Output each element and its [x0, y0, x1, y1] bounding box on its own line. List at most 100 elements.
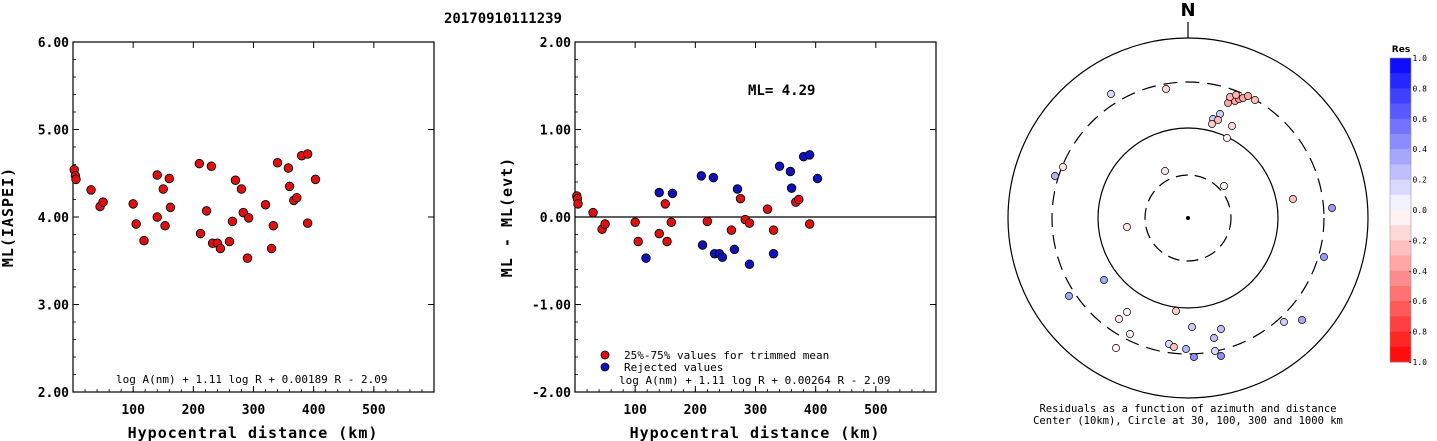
data-point [732, 184, 743, 194]
data-point [633, 236, 643, 247]
data-point [292, 193, 302, 203]
data-point [774, 161, 785, 171]
data-point [744, 259, 755, 269]
data-point [717, 252, 728, 262]
panel-ml: 100 200 300 400 500 2.00 3.00 4.00 5.00 6.00 log… [0, 36, 435, 441]
colorbar-cells [1389, 57, 1412, 363]
colorbar-cell [1390, 164, 1411, 181]
colorbar: Res 1.0 0.8 0.6 0.4 0.2 0.0 -0.2 -0.4 -0.6 -0.8 -1… [1389, 45, 1427, 367]
data-point [662, 236, 672, 247]
polar-point [1170, 343, 1178, 351]
data-point [243, 213, 254, 223]
data-point [302, 218, 313, 228]
data-point [165, 202, 176, 213]
polar-point [1217, 325, 1225, 333]
colorbar-cell [1390, 194, 1411, 211]
colorbar-cell [1390, 225, 1411, 241]
colorbar-tick-label: 0.8 [1413, 84, 1428, 93]
colorbar-cell [1390, 103, 1411, 120]
data-point [794, 194, 804, 205]
data-point [283, 163, 294, 173]
x-tick-label: 400 [302, 403, 326, 418]
data-point [735, 193, 746, 204]
ring-100km [1097, 127, 1279, 309]
data-point [573, 199, 583, 209]
y-tick-label: 2.00 [38, 386, 69, 401]
x-tick-label: 300 [242, 403, 266, 418]
formula-2: log A(nm) + 1.11 log R + 0.00264 R - 2.0… [619, 374, 891, 387]
polar-point [1320, 253, 1328, 261]
data-point [744, 218, 755, 228]
data-point [804, 219, 815, 229]
x-tick-label: 500 [362, 403, 386, 418]
colorbar-tick-label: -0.8 [1408, 328, 1427, 337]
colorbar-tick-label: 1.0 [1413, 54, 1428, 63]
data-point [654, 228, 664, 239]
polar-point [1182, 345, 1190, 353]
data-point [768, 225, 779, 235]
polar-point [1112, 344, 1120, 352]
data-point [160, 221, 170, 231]
colorbar-ticks: 1.0 0.8 0.6 0.4 0.2 0.0 -0.2 -0.4 -0.6 -0.8 -1.0 [1408, 54, 1427, 367]
data-point [697, 240, 708, 250]
polar-point [1289, 195, 1297, 203]
x-tick-label: 500 [864, 403, 888, 418]
data-point [195, 228, 206, 239]
data-point [128, 199, 138, 209]
data-point [152, 212, 162, 222]
polar-caption-2: Center (10km), Circle at 30, 100, 300 an… [1033, 415, 1343, 427]
polar-point [1223, 134, 1231, 142]
colorbar-cell [1390, 316, 1411, 333]
polar-point [1107, 90, 1115, 98]
legend-label-rejected: Rejected values [624, 361, 723, 374]
data-point [310, 174, 321, 185]
y-axis-label-1: ML(IASPEI) [0, 167, 17, 267]
colorbar-cell [1390, 286, 1411, 302]
colorbar-cell [1390, 118, 1411, 135]
data-point [600, 219, 610, 229]
data-point [708, 172, 719, 183]
panel-polar: N Residuals as a function of azimuth and… [1007, 0, 1369, 427]
polar-point [1244, 92, 1252, 100]
polar-point [1210, 334, 1218, 342]
y-tick-label: 0.00 [540, 211, 571, 226]
colorbar-cell [1390, 270, 1411, 287]
x-tick-label: 400 [804, 403, 828, 418]
colorbar-cell [1390, 331, 1411, 348]
data-point [224, 236, 235, 247]
series-points-1 [69, 149, 321, 263]
polar-point [1172, 307, 1180, 315]
ring-30km [1144, 174, 1232, 262]
colorbar-tick-label: 0.0 [1413, 206, 1428, 215]
polar-point [1126, 330, 1134, 338]
data-point [272, 158, 283, 168]
data-point [215, 243, 226, 254]
polar-point [1051, 172, 1059, 180]
data-point [785, 166, 796, 177]
polar-point [1251, 96, 1259, 104]
x-tick-label: 100 [623, 403, 647, 418]
colorbar-cell [1390, 134, 1411, 150]
polar-point [1280, 318, 1288, 326]
data-point [302, 149, 313, 159]
ring-300km [1051, 81, 1325, 355]
y-tick-label: 6.00 [38, 36, 69, 51]
polar-point [1100, 276, 1108, 284]
data-point [768, 249, 779, 259]
y-tick-label: -2.00 [532, 386, 571, 401]
colorbar-cell [1390, 58, 1411, 74]
data-point [667, 188, 678, 199]
polar-point [1208, 120, 1216, 128]
ring-1000km [1007, 37, 1369, 399]
colorbar-tick-label: -0.6 [1408, 297, 1427, 306]
data-point [227, 216, 238, 227]
data-point [131, 219, 141, 229]
colorbar-tick-label: -0.2 [1408, 236, 1427, 245]
center-point [1186, 216, 1190, 220]
colorbar-tick-label: 0.2 [1413, 176, 1428, 185]
polar-point [1162, 85, 1170, 93]
colorbar-tick-label: 0.6 [1413, 115, 1428, 124]
data-point [660, 199, 670, 209]
colorbar-frame [1389, 57, 1412, 363]
